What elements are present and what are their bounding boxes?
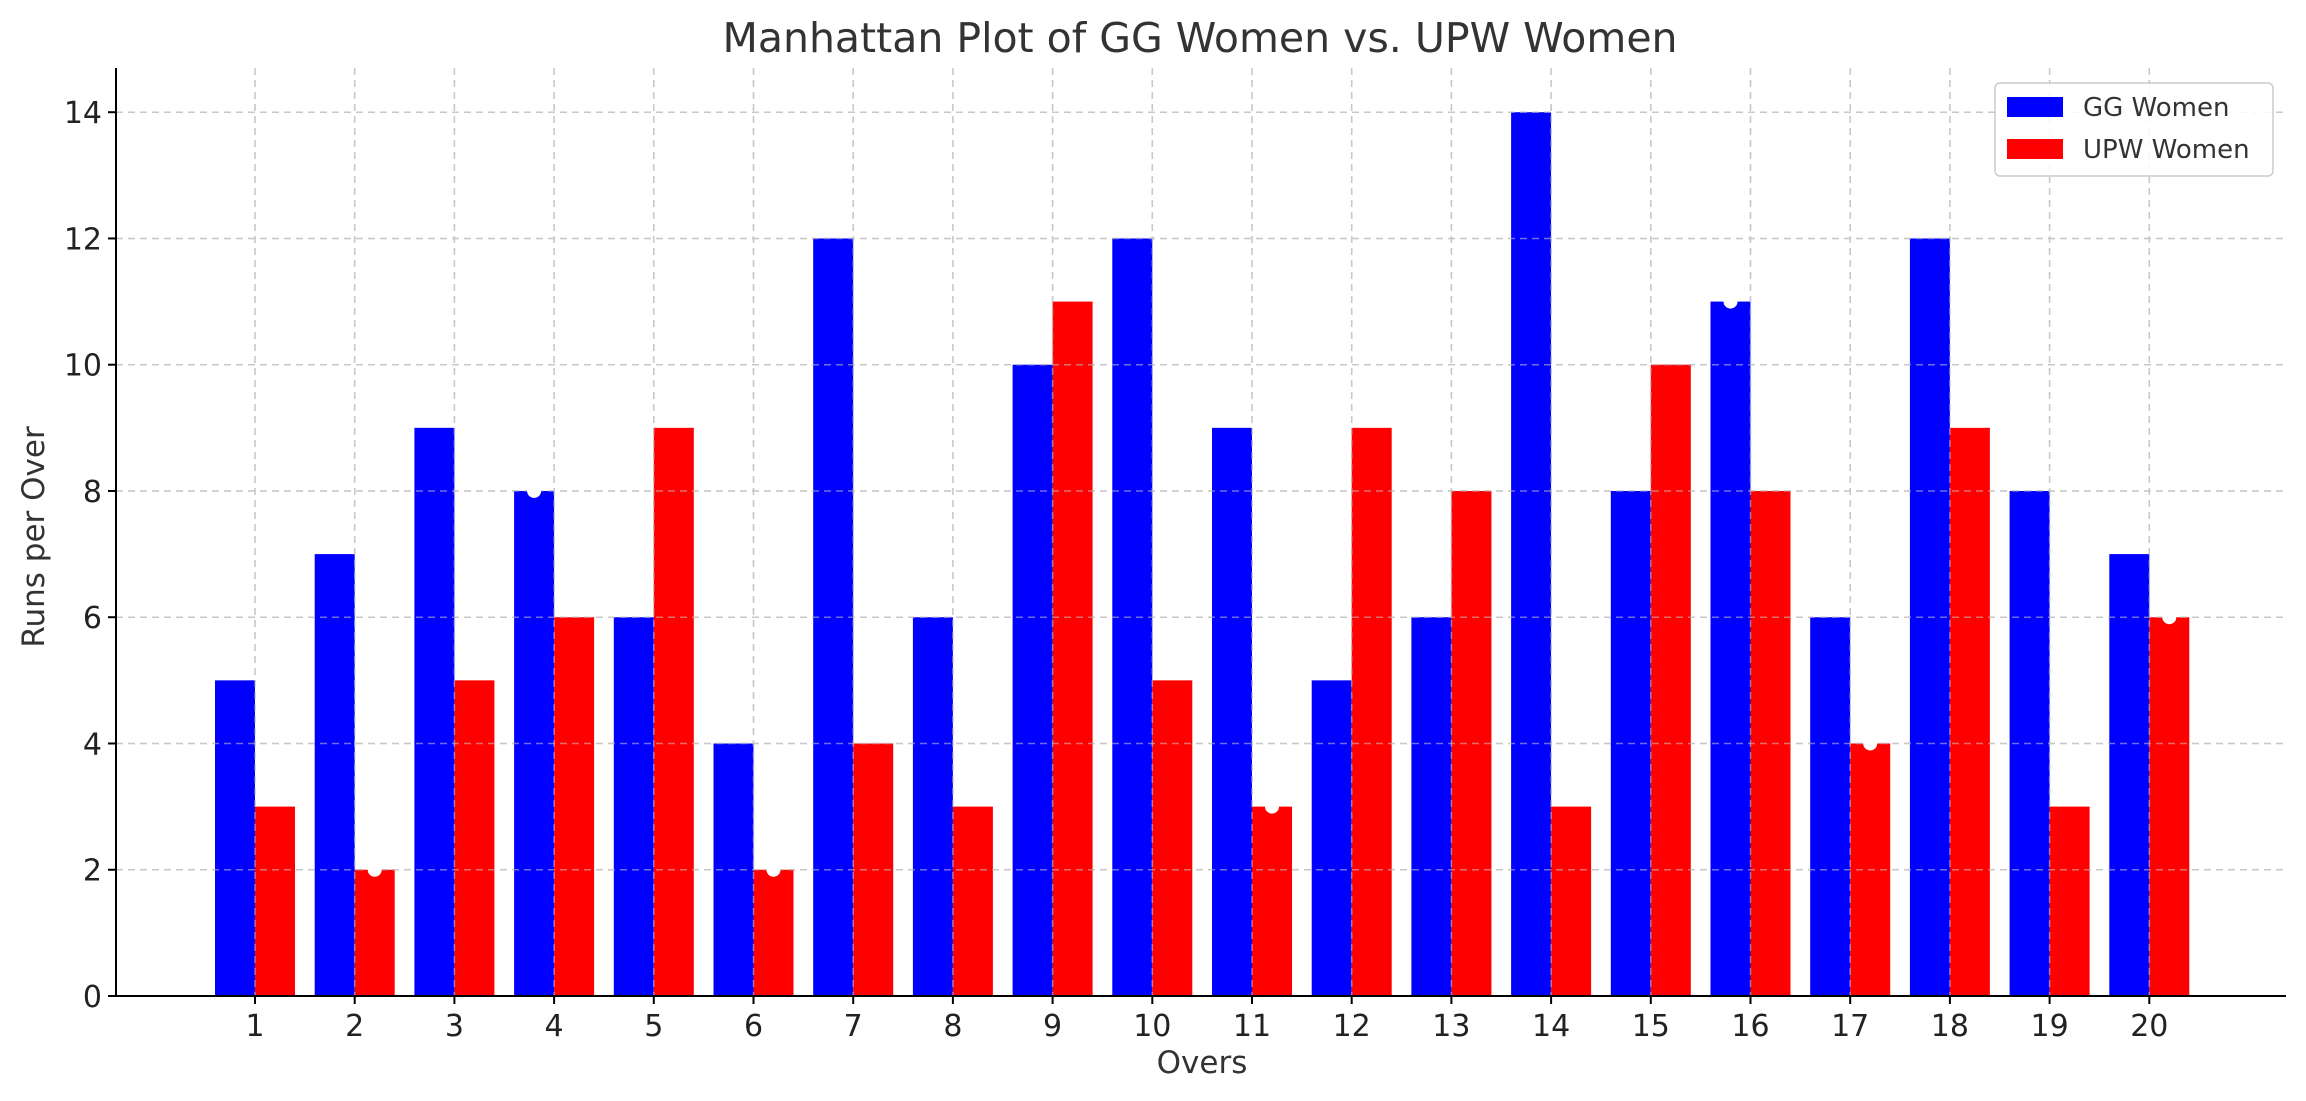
y-tick-label: 2 (83, 854, 102, 889)
bar-upw-over-19 (2049, 806, 2090, 996)
bar-gg-over-1 (215, 680, 255, 996)
legend: GG Women UPW Women (1994, 82, 2274, 177)
bar-upw-over-2 (354, 869, 395, 996)
y-tick-label: 10 (64, 349, 102, 384)
x-tick-label: 20 (2130, 1009, 2168, 1044)
bar-gg-over-12 (1311, 680, 1352, 996)
bar-upw-over-4 (554, 617, 595, 996)
y-tick-label: 14 (64, 96, 102, 131)
x-tick-label: 12 (1333, 1009, 1371, 1044)
x-tick-label: 8 (943, 1009, 962, 1044)
bar-gg-over-17 (1810, 617, 1851, 996)
x-tick-label: 11 (1233, 1009, 1271, 1044)
x-tick-label: 7 (844, 1009, 863, 1044)
bar-upw-over-3 (454, 680, 495, 996)
bars (116, 68, 2286, 997)
bar-upw-over-8 (952, 806, 993, 996)
x-tick-label: 13 (1432, 1009, 1470, 1044)
bar-gg-over-7 (813, 238, 854, 996)
wicket-markers (367, 294, 2177, 877)
bar-gg-over-11 (1212, 427, 1252, 996)
y-axis-label: Runs per Over (16, 426, 52, 648)
chart-title: Manhattan Plot of GG Women vs. UPW Women (722, 14, 1677, 62)
x-tick-label: 4 (545, 1009, 564, 1044)
bar-upw-over-10 (1152, 680, 1193, 996)
x-tick-label: 1 (245, 1009, 264, 1044)
x-tick-label: 18 (1931, 1009, 1969, 1044)
y-tick-label: 12 (64, 222, 102, 257)
x-tick-label: 9 (1043, 1009, 1062, 1044)
bar-upw-over-15 (1650, 364, 1691, 996)
y-tick-label: 0 (83, 980, 102, 1015)
bar-gg-over-8 (912, 617, 953, 996)
x-tick-label: 17 (1831, 1009, 1869, 1044)
y-tick-label: 6 (83, 601, 102, 636)
x-axis-label: Overs (1157, 1045, 1248, 1081)
bar-upw-over-1 (255, 806, 295, 996)
bar-gg-over-20 (2109, 554, 2150, 996)
bar-gg-over-3 (414, 427, 455, 996)
bar-upw-over-9 (1052, 301, 1093, 996)
legend-swatch-upw (2007, 139, 2063, 159)
bar-upw-over-18 (1949, 427, 1990, 996)
bar-gg-over-4 (514, 490, 555, 996)
bar-upw-over-6 (753, 869, 794, 996)
bar-upw-over-12 (1351, 427, 1392, 996)
x-tick-label: 16 (1731, 1009, 1769, 1044)
x-tick-label: 10 (1133, 1009, 1171, 1044)
x-tick-label: 14 (1532, 1009, 1570, 1044)
bar-gg-over-5 (613, 617, 654, 996)
bar-upw-over-11 (1252, 806, 1292, 996)
wicket-marker-gg-over-4 (527, 483, 542, 498)
bar-upw-over-14 (1551, 806, 1592, 996)
wicket-marker-upw-over-11 (1265, 799, 1279, 814)
bar-gg-over-14 (1511, 112, 1552, 996)
x-tick-label: 15 (1632, 1009, 1670, 1044)
bar-gg-over-2 (314, 554, 355, 996)
bar-gg-over-9 (1012, 364, 1053, 996)
bar-gg-over-13 (1411, 617, 1452, 996)
bar-gg-over-16 (1710, 301, 1751, 996)
wicket-marker-upw-over-6 (766, 862, 781, 877)
legend-label-upw: UPW Women (2083, 135, 2250, 165)
legend-label-gg: GG Women (2083, 93, 2229, 123)
x-tick-label: 3 (445, 1009, 464, 1044)
wicket-marker-upw-over-2 (367, 862, 382, 877)
x-tick-label: 5 (644, 1009, 663, 1044)
legend-swatch-gg (2007, 97, 2063, 117)
x-tick-label: 2 (345, 1009, 364, 1044)
y-tick-label: 8 (83, 475, 102, 510)
bar-upw-over-5 (653, 427, 694, 996)
wicket-marker-upw-over-17 (1863, 736, 1878, 751)
bar-upw-over-20 (2149, 617, 2190, 996)
axes (108, 68, 2286, 1004)
wicket-marker-upw-over-20 (2162, 610, 2177, 625)
legend-box (1994, 82, 2274, 177)
x-tick-label: 19 (2031, 1009, 2069, 1044)
y-tick-label: 4 (83, 727, 102, 762)
wicket-marker-gg-over-16 (1723, 294, 1738, 309)
x-tick-label: 6 (744, 1009, 763, 1044)
bar-upw-over-16 (1750, 490, 1791, 996)
